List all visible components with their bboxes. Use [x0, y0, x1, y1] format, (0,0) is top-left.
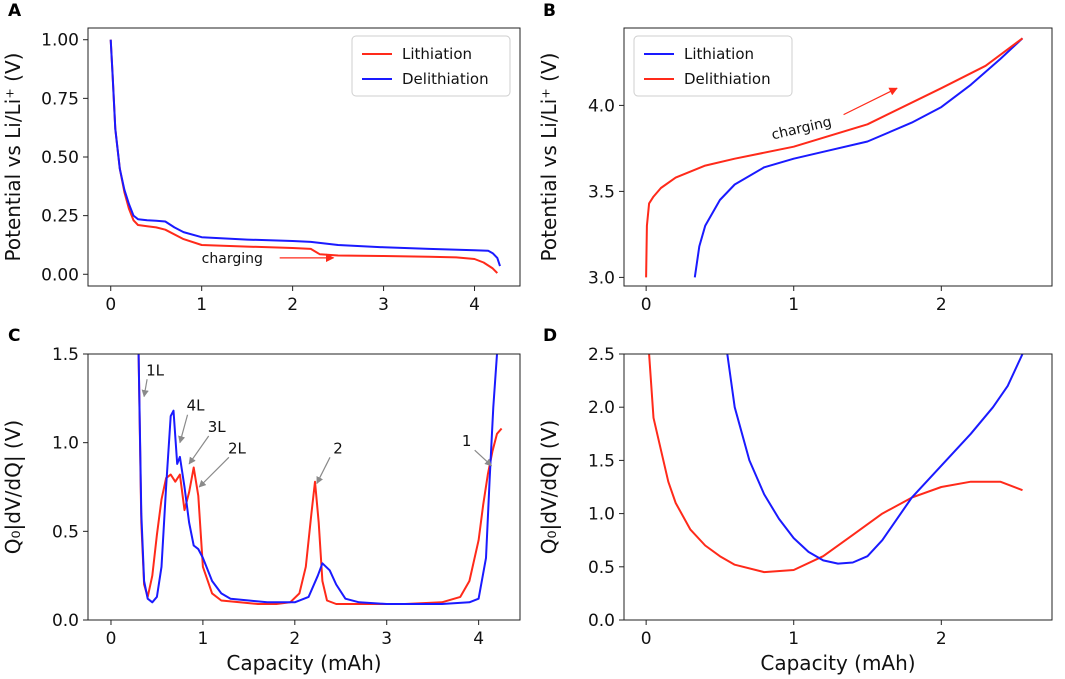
y-tick-label: 1.0 — [52, 434, 79, 454]
y-axis-label: Q₀|dV/dQ| (V) — [537, 420, 561, 554]
x-tick-label: 2 — [936, 629, 947, 649]
y-tick-label: 0.75 — [41, 89, 79, 109]
series-line-delithiation — [109, 39, 501, 267]
x-tick-label: 3 — [381, 629, 392, 649]
series-line-lithiation — [693, 37, 1024, 278]
y-tick-label: 1.0 — [588, 505, 615, 525]
x-tick-label: 0 — [106, 629, 117, 649]
x-tick-label: 2 — [289, 629, 300, 649]
y-tick-label: 2.0 — [588, 398, 615, 418]
peak-arrow — [316, 457, 331, 485]
x-tick-label: 1 — [788, 629, 799, 649]
series-line-delithiation — [645, 37, 1024, 278]
peak-arrow — [141, 379, 149, 398]
legend-label: Lithiation — [402, 45, 472, 63]
legend-label: Delithiation — [402, 70, 489, 88]
legend-box — [351, 35, 511, 97]
x-tick-label: 1 — [197, 629, 208, 649]
y-tick-label: 1.5 — [52, 345, 79, 365]
x-tick-label: 4 — [473, 629, 484, 649]
x-tick-label: 1 — [788, 295, 799, 315]
plot-frame — [623, 353, 1053, 621]
panel-letter: B — [543, 1, 556, 21]
series-line-lithiation — [726, 354, 1024, 565]
plot-frame — [623, 27, 1053, 287]
peak-label: 4L — [187, 397, 206, 415]
series-line-delithiation — [137, 354, 498, 605]
panel-letter: D — [543, 326, 557, 346]
x-tick-label: 0 — [641, 629, 652, 649]
y-tick-label: 3.0 — [588, 268, 615, 288]
y-tick-label: 0.0 — [588, 611, 615, 631]
legend: Lithiation Delithiation — [633, 35, 793, 97]
y-tick-label: 1.00 — [41, 31, 79, 51]
panel-c: C 0 1 2 3 4 0.0 0.5 1.0 1.5 Q₀|dV/dQ| (V) Capacity … — [1, 326, 521, 675]
y-tick-label: 2.5 — [588, 345, 615, 365]
x-tick-label: 2 — [936, 295, 947, 315]
panel-letter: A — [8, 1, 22, 21]
peak-label: 3L — [208, 418, 227, 436]
series-line-delithiation — [648, 354, 1023, 574]
peak-arrow — [178, 414, 189, 444]
legend: Lithiation Delithiation — [351, 35, 511, 97]
y-tick-label: 0.0 — [52, 611, 79, 631]
y-tick-label: 0.5 — [52, 522, 79, 542]
peak-arrow — [188, 435, 210, 465]
panel-a: A 0 1 2 3 4 0.00 0.25 0.50 0.75 1.00 Potential vs L… — [1, 1, 521, 315]
legend-box — [633, 35, 793, 97]
x-tick-label: 2 — [287, 295, 298, 315]
peak-arrow — [198, 456, 230, 488]
x-tick-label: 0 — [641, 295, 652, 315]
panel-d: D 0 1 2 0.0 0.5 1.0 1.5 2.0 2.5 Q₀|dV/dQ| (V) Capac… — [537, 326, 1053, 675]
peak-label: 2L — [228, 439, 247, 457]
legend-label: Lithiation — [684, 45, 754, 63]
charging-annotation: charging — [202, 251, 263, 267]
x-tick-label: 3 — [378, 295, 389, 315]
y-tick-label: 0.00 — [41, 265, 79, 285]
x-tick-label: 1 — [196, 295, 207, 315]
y-tick-label: 0.50 — [41, 148, 79, 168]
peak-label: 1L — [146, 361, 165, 379]
y-axis-label: Potential vs Li/Li⁺ (V) — [1, 53, 25, 262]
y-tick-label: 0.5 — [588, 558, 615, 578]
y-tick-label: 3.5 — [588, 182, 615, 202]
series-line-lithiation — [137, 354, 503, 605]
peak-arrow — [474, 449, 493, 467]
legend-label: Delithiation — [684, 70, 771, 88]
panel-letter: C — [8, 326, 20, 346]
x-tick-label: 4 — [469, 295, 480, 315]
charging-annotation: charging — [770, 114, 833, 143]
panel-b: B 0 1 2 3.0 3.5 4.0 Potential vs Li/Li⁺ (V) Lith… — [537, 1, 1053, 315]
x-axis-label: Capacity (mAh) — [226, 651, 381, 675]
peak-label: 1 — [462, 432, 472, 450]
y-tick-label: 4.0 — [588, 96, 615, 116]
charging-arrow — [843, 87, 898, 116]
peak-label: 2 — [333, 439, 343, 457]
y-axis-label: Potential vs Li/Li⁺ (V) — [537, 53, 561, 262]
x-axis-label: Capacity (mAh) — [760, 651, 915, 675]
y-tick-label: 0.25 — [41, 207, 79, 227]
x-tick-label: 0 — [105, 295, 116, 315]
plot-frame — [87, 353, 521, 621]
y-axis-label: Q₀|dV/dQ| (V) — [1, 420, 25, 554]
y-tick-label: 1.5 — [588, 451, 615, 471]
